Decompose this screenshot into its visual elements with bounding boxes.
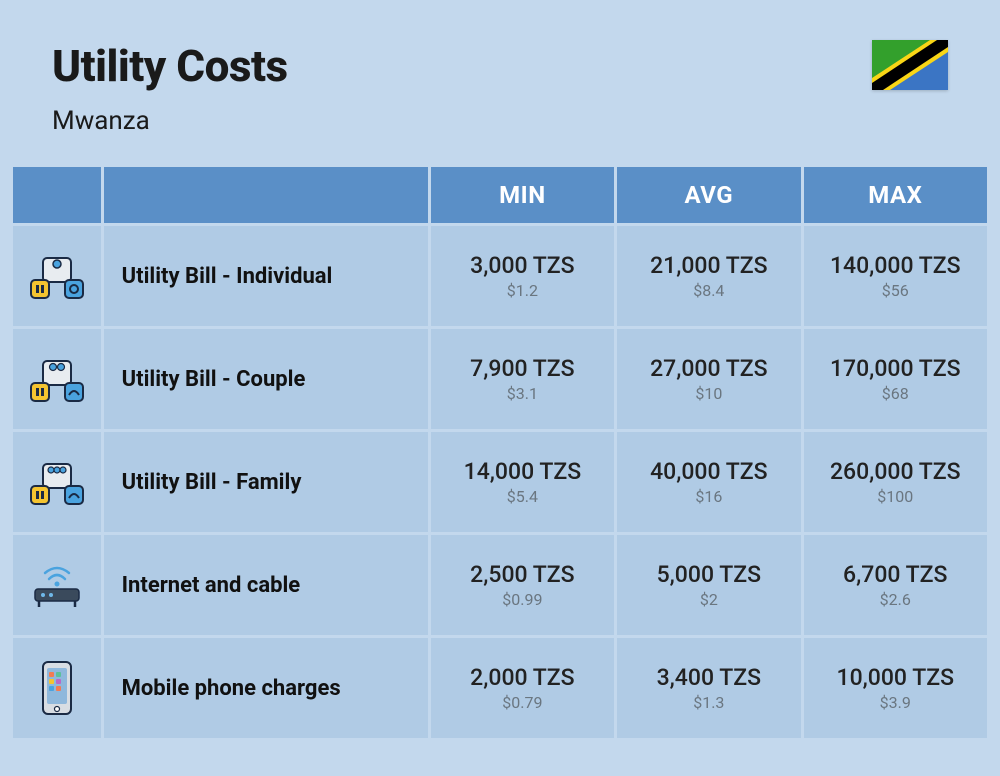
price-secondary: $8.4 — [625, 281, 792, 300]
price-primary: 260,000 TZS — [812, 458, 979, 485]
price-secondary: $16 — [625, 487, 792, 506]
price-primary: 6,700 TZS — [812, 561, 979, 588]
table-body: Utility Bill - Individual 3,000 TZS $1.2… — [13, 226, 987, 738]
table-row: Utility Bill - Individual 3,000 TZS $1.2… — [13, 226, 987, 326]
price-secondary: $3.1 — [439, 384, 606, 403]
table-header-row: MIN AVG MAX — [13, 167, 987, 223]
header-max: MAX — [804, 167, 987, 223]
cell-avg: 40,000 TZS $16 — [617, 432, 800, 532]
price-secondary: $2.6 — [812, 590, 979, 609]
cell-min: 14,000 TZS $5.4 — [431, 432, 614, 532]
price-primary: 2,500 TZS — [439, 561, 606, 588]
row-icon-cell — [13, 535, 101, 635]
router-icon — [21, 553, 93, 617]
row-label: Utility Bill - Individual — [104, 226, 428, 326]
cell-avg: 21,000 TZS $8.4 — [617, 226, 800, 326]
utility-couple-icon — [21, 347, 93, 411]
price-secondary: $56 — [812, 281, 979, 300]
price-primary: 14,000 TZS — [439, 458, 606, 485]
header-min: MIN — [431, 167, 614, 223]
cell-min: 3,000 TZS $1.2 — [431, 226, 614, 326]
price-primary: 40,000 TZS — [625, 458, 792, 485]
price-secondary: $5.4 — [439, 487, 606, 506]
cell-max: 140,000 TZS $56 — [804, 226, 987, 326]
cell-max: 170,000 TZS $68 — [804, 329, 987, 429]
price-primary: 5,000 TZS — [625, 561, 792, 588]
price-primary: 3,000 TZS — [439, 252, 606, 279]
price-primary: 10,000 TZS — [812, 664, 979, 691]
row-icon-cell — [13, 226, 101, 326]
utility-costs-table: MIN AVG MAX Utility — [0, 164, 1000, 741]
cell-min: 7,900 TZS $3.1 — [431, 329, 614, 429]
page-header: Utility Costs Mwanza — [0, 0, 1000, 164]
row-label: Mobile phone charges — [104, 638, 428, 738]
utility-family-icon — [21, 450, 93, 514]
price-secondary: $2 — [625, 590, 792, 609]
utility-individual-icon — [21, 244, 93, 308]
price-secondary: $100 — [812, 487, 979, 506]
cell-avg: 3,400 TZS $1.3 — [617, 638, 800, 738]
price-primary: 3,400 TZS — [625, 664, 792, 691]
price-secondary: $3.9 — [812, 693, 979, 712]
table-row: Mobile phone charges 2,000 TZS $0.79 3,4… — [13, 638, 987, 738]
price-secondary: $68 — [812, 384, 979, 403]
price-primary: 7,900 TZS — [439, 355, 606, 382]
page-title: Utility Costs — [52, 40, 288, 92]
price-primary: 140,000 TZS — [812, 252, 979, 279]
cell-avg: 27,000 TZS $10 — [617, 329, 800, 429]
row-label: Utility Bill - Couple — [104, 329, 428, 429]
table-row: Internet and cable 2,500 TZS $0.99 5,000… — [13, 535, 987, 635]
price-secondary: $10 — [625, 384, 792, 403]
page-subtitle: Mwanza — [52, 106, 288, 136]
cell-max: 260,000 TZS $100 — [804, 432, 987, 532]
price-secondary: $0.79 — [439, 693, 606, 712]
header-avg: AVG — [617, 167, 800, 223]
row-icon-cell — [13, 329, 101, 429]
row-icon-cell — [13, 432, 101, 532]
cell-min: 2,000 TZS $0.79 — [431, 638, 614, 738]
row-label: Utility Bill - Family — [104, 432, 428, 532]
header-blank-icon — [13, 167, 101, 223]
price-primary: 21,000 TZS — [625, 252, 792, 279]
price-secondary: $1.2 — [439, 281, 606, 300]
row-icon-cell — [13, 638, 101, 738]
price-secondary: $0.99 — [439, 590, 606, 609]
tanzania-flag-icon — [872, 40, 948, 90]
mobile-phone-icon — [21, 656, 93, 720]
price-primary: 170,000 TZS — [812, 355, 979, 382]
cell-max: 6,700 TZS $2.6 — [804, 535, 987, 635]
header-blank-label — [104, 167, 428, 223]
cell-avg: 5,000 TZS $2 — [617, 535, 800, 635]
price-primary: 2,000 TZS — [439, 664, 606, 691]
cell-max: 10,000 TZS $3.9 — [804, 638, 987, 738]
title-block: Utility Costs Mwanza — [52, 40, 288, 136]
table-row: Utility Bill - Couple 7,900 TZS $3.1 27,… — [13, 329, 987, 429]
cell-min: 2,500 TZS $0.99 — [431, 535, 614, 635]
table-row: Utility Bill - Family 14,000 TZS $5.4 40… — [13, 432, 987, 532]
price-primary: 27,000 TZS — [625, 355, 792, 382]
row-label: Internet and cable — [104, 535, 428, 635]
price-secondary: $1.3 — [625, 693, 792, 712]
